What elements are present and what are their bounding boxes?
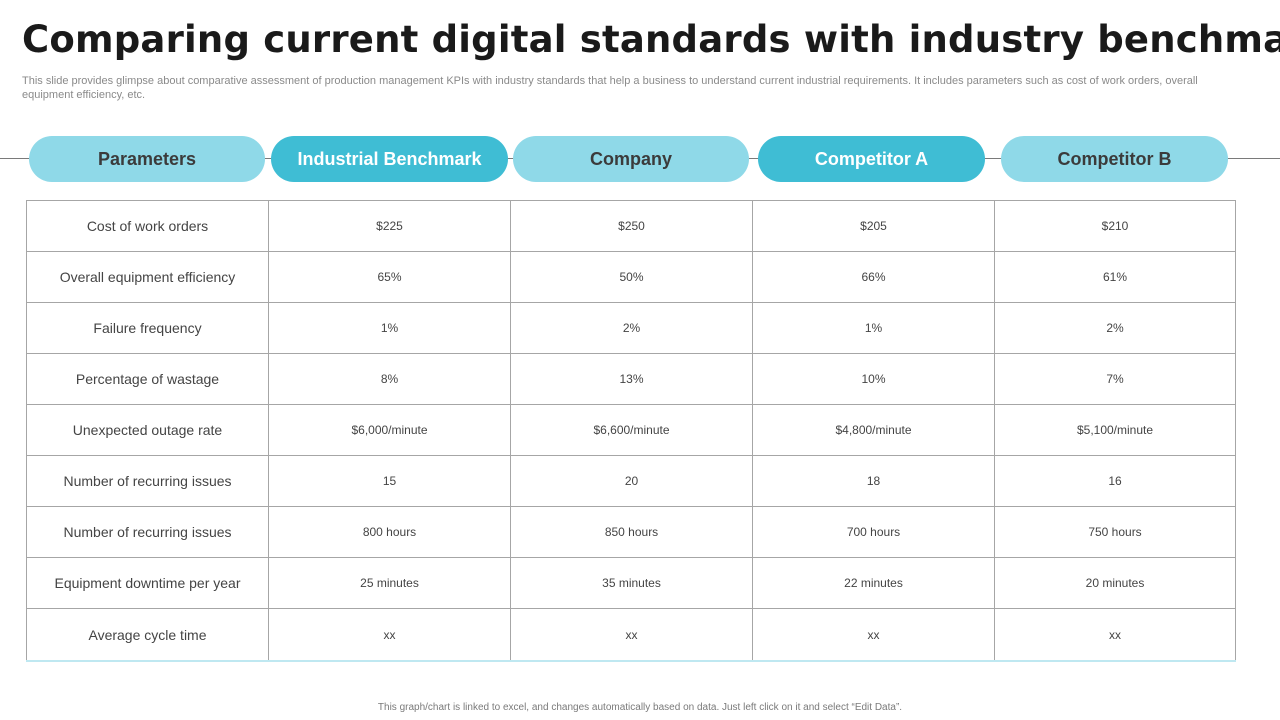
comparison-table: Cost of work orders $225 $250 $205 $210 … [26, 200, 1236, 662]
competitor-a-cell: 22 minutes [752, 557, 995, 609]
table-row: Equipment downtime per year 25 minutes 3… [26, 557, 1236, 609]
table-row: Number of recurring issues 800 hours 850… [26, 506, 1236, 558]
header-industrial-benchmark: Industrial Benchmark [271, 136, 508, 182]
company-cell: 850 hours [510, 506, 753, 558]
company-cell: 2% [510, 302, 753, 354]
benchmark-cell: $225 [268, 200, 511, 252]
parameter-cell: Unexpected outage rate [26, 404, 269, 456]
competitor-b-cell: $210 [994, 200, 1236, 252]
competitor-b-cell: 2% [994, 302, 1236, 354]
parameter-cell: Overall equipment efficiency [26, 251, 269, 303]
company-cell: $250 [510, 200, 753, 252]
competitor-a-cell: xx [752, 608, 995, 662]
competitor-a-cell: $4,800/minute [752, 404, 995, 456]
parameter-cell: Average cycle time [26, 608, 269, 662]
header-competitor-a: Competitor A [758, 136, 985, 182]
competitor-b-cell: 750 hours [994, 506, 1236, 558]
table-row: Overall equipment efficiency 65% 50% 66%… [26, 251, 1236, 303]
benchmark-cell: 8% [268, 353, 511, 405]
parameter-cell: Cost of work orders [26, 200, 269, 252]
competitor-a-cell: 1% [752, 302, 995, 354]
table-row: Average cycle time xx xx xx xx [26, 608, 1236, 662]
parameter-cell: Percentage of wastage [26, 353, 269, 405]
competitor-b-cell: $5,100/minute [994, 404, 1236, 456]
competitor-b-cell: 7% [994, 353, 1236, 405]
header-parameters: Parameters [29, 136, 265, 182]
table-row: Cost of work orders $225 $250 $205 $210 [26, 200, 1236, 252]
benchmark-cell: 65% [268, 251, 511, 303]
competitor-a-cell: $205 [752, 200, 995, 252]
competitor-a-cell: 66% [752, 251, 995, 303]
slide-title: Comparing current digital standards with… [22, 18, 1280, 61]
company-cell: $6,600/minute [510, 404, 753, 456]
benchmark-cell: $6,000/minute [268, 404, 511, 456]
competitor-b-cell: 16 [994, 455, 1236, 507]
benchmark-cell: 25 minutes [268, 557, 511, 609]
header-company: Company [513, 136, 749, 182]
competitor-a-cell: 700 hours [752, 506, 995, 558]
company-cell: 35 minutes [510, 557, 753, 609]
parameter-cell: Number of recurring issues [26, 455, 269, 507]
benchmark-cell: 15 [268, 455, 511, 507]
slide-subtitle: This slide provides glimpse about compar… [22, 75, 1198, 101]
benchmark-cell: 800 hours [268, 506, 511, 558]
competitor-b-cell: xx [994, 608, 1236, 662]
footnote: This graph/chart is linked to excel, and… [377, 702, 903, 713]
parameter-cell: Number of recurring issues [26, 506, 269, 558]
company-cell: 20 [510, 455, 753, 507]
company-cell: 50% [510, 251, 753, 303]
company-cell: 13% [510, 353, 753, 405]
table-row: Percentage of wastage 8% 13% 10% 7% [26, 353, 1236, 405]
company-cell: xx [510, 608, 753, 662]
table-row: Failure frequency 1% 2% 1% 2% [26, 302, 1236, 354]
competitor-b-cell: 20 minutes [994, 557, 1236, 609]
benchmark-cell: xx [268, 608, 511, 662]
competitor-a-cell: 18 [752, 455, 995, 507]
competitor-a-cell: 10% [752, 353, 995, 405]
parameter-cell: Failure frequency [26, 302, 269, 354]
parameter-cell: Equipment downtime per year [26, 557, 269, 609]
header-competitor-b: Competitor B [1001, 136, 1228, 182]
benchmark-cell: 1% [268, 302, 511, 354]
competitor-b-cell: 61% [994, 251, 1236, 303]
table-row: Unexpected outage rate $6,000/minute $6,… [26, 404, 1236, 456]
table-row: Number of recurring issues 15 20 18 16 [26, 455, 1236, 507]
